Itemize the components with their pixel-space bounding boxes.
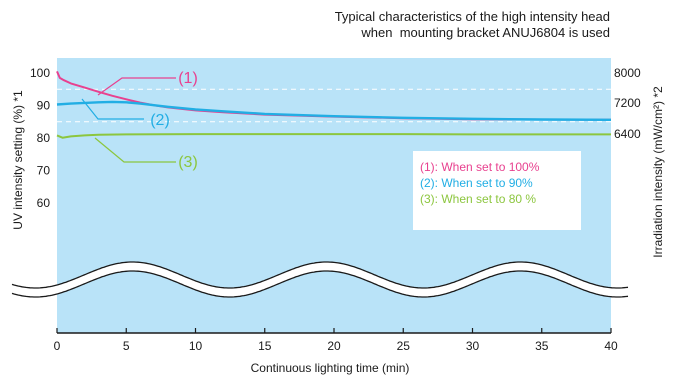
x-tick-label-2: 10 [189, 339, 203, 353]
y2-tick-label-1: 7200 [614, 96, 641, 110]
callout-label-1: (1) [178, 70, 198, 87]
x-tick-label-6: 30 [466, 339, 480, 353]
legend: (1): When set to 100% (2): When set to 9… [413, 151, 581, 230]
callout-leader-2 [81, 98, 144, 120]
axis-break-band [12, 262, 628, 297]
chart-title: Typical characteristics of the high inte… [335, 9, 610, 41]
y2-axis-label: Irradiation intensity (mW/cm²) *2 [651, 86, 665, 258]
callout-label-2: (2) [150, 112, 170, 129]
callout-leader-3 [94, 137, 176, 163]
legend-item-1: (1): When set to 100% [420, 160, 540, 174]
x-tick-label-8: 40 [604, 339, 618, 353]
legend-item-2: (2): When set to 90% [420, 176, 533, 190]
x-tick-label-1: 5 [123, 339, 130, 353]
y-axis-label: UV intensity setting (%) *1 [11, 90, 25, 230]
y-tick-label-3: 70 [37, 164, 51, 178]
series-line-2 [56, 100, 612, 121]
chart-title-line2: when mounting bracket ANUJ6804 is used [361, 25, 610, 40]
x-tick-label-4: 20 [327, 339, 341, 353]
x-tick-label-7: 35 [535, 339, 549, 353]
y-tick-label-2: 80 [37, 131, 51, 145]
axis-break-line-upper [11, 261, 629, 289]
y2-tick-label-2: 6400 [614, 127, 641, 141]
y-tick-label-0: 100 [30, 66, 50, 80]
x-tick-label-0: 0 [54, 339, 61, 353]
y-tick-label-1: 90 [37, 99, 51, 113]
chart-title-line1: Typical characteristics of the high inte… [334, 9, 610, 24]
callout-label-3: (3) [178, 154, 198, 171]
x-tick-label-3: 15 [258, 339, 272, 353]
callout-leader-1 [97, 77, 176, 96]
y-tick-label-4: 60 [37, 196, 51, 210]
axis-break-line-lower [11, 270, 629, 298]
y2-tick-label-0: 8000 [614, 66, 641, 80]
x-axis-label: Continuous lighting time (min) [251, 361, 410, 375]
series-line-3 [56, 133, 611, 139]
x-tick-label-5: 25 [397, 339, 411, 353]
legend-item-3: (3): When set to 80 % [420, 192, 537, 206]
